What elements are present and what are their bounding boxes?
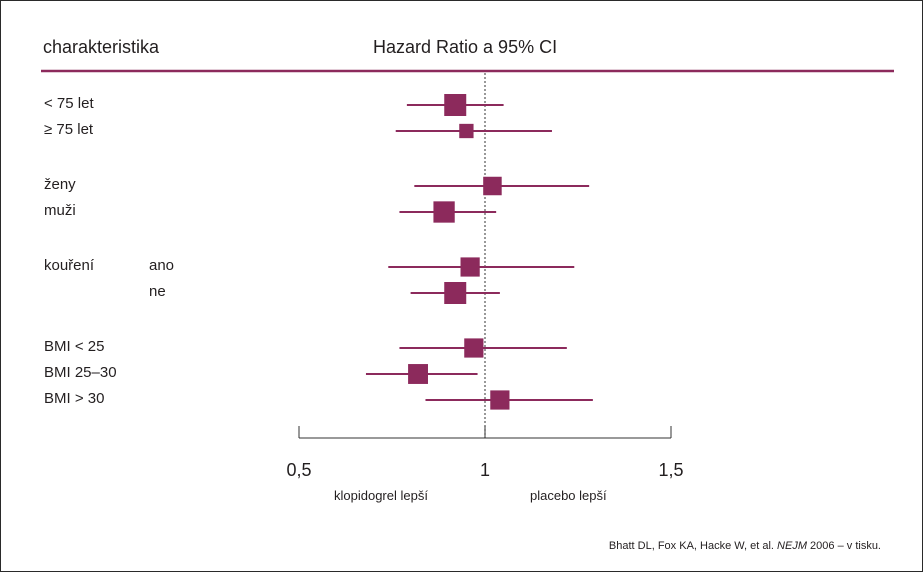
x-tick-label: 1 bbox=[479, 460, 491, 480]
row-label: muži bbox=[44, 202, 76, 219]
citation: Bhatt DL, Fox KA, Hacke W, et al. NEJM 2… bbox=[609, 541, 881, 552]
citation-journal: NEJM bbox=[777, 540, 807, 552]
x-tick-label: 1,5 bbox=[658, 460, 684, 480]
row-label: BMI > 30 bbox=[44, 390, 105, 407]
chart-title: Hazard Ratio a 95% CI bbox=[373, 37, 558, 57]
row-label: ženy bbox=[44, 176, 76, 193]
x-tick-label: 0,5 bbox=[286, 460, 312, 480]
hr-marker bbox=[490, 390, 510, 410]
citation-year: 2006 – v tisku. bbox=[807, 540, 881, 552]
column-header: charakteristika bbox=[43, 37, 160, 57]
favours-left-label: klopidogrel lepší bbox=[334, 488, 428, 503]
row-label: BMI 25–30 bbox=[44, 364, 117, 381]
row-label: ≥ 75 let bbox=[44, 121, 94, 138]
citation-authors: Bhatt DL, Fox KA, Hacke W, et al. bbox=[608, 540, 778, 552]
hr-marker bbox=[459, 123, 474, 139]
row-sublabel: ne bbox=[149, 283, 166, 300]
row-sublabel: ano bbox=[149, 257, 175, 274]
hr-marker bbox=[460, 257, 480, 277]
row-label: < 75 let bbox=[44, 95, 94, 112]
hr-marker bbox=[483, 176, 502, 196]
hr-marker bbox=[408, 364, 428, 384]
row-label: BMI < 25 bbox=[44, 338, 105, 355]
hr-marker bbox=[433, 201, 455, 223]
hr-marker bbox=[464, 338, 484, 358]
favours-right-label: placebo lepší bbox=[530, 488, 607, 503]
hr-marker bbox=[444, 94, 467, 116]
row-label: kouření bbox=[44, 257, 95, 274]
hr-marker bbox=[444, 282, 467, 304]
